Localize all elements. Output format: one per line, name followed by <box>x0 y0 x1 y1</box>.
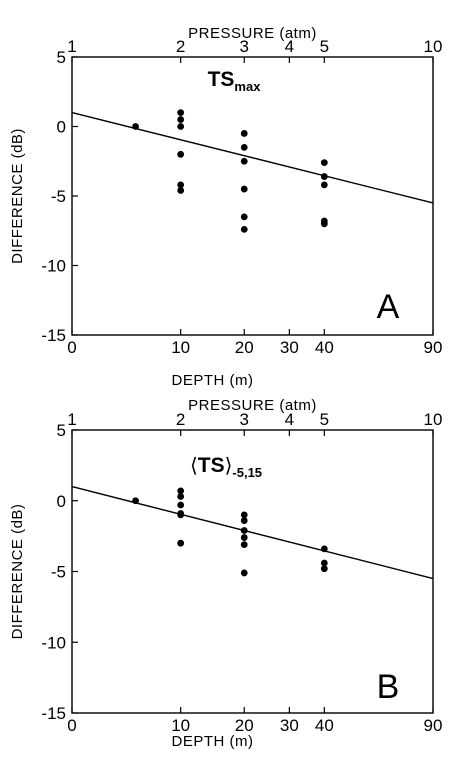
data-point <box>240 511 248 519</box>
pressure-tick-label: 5 <box>320 410 329 429</box>
pressure-tick-label: 2 <box>176 410 185 429</box>
panel-label: B <box>377 668 400 706</box>
data-point <box>132 497 139 505</box>
data-point <box>177 487 185 495</box>
y-tick-label: -5 <box>51 563 66 582</box>
pressure-tick-label: 4 <box>285 37 294 56</box>
depth-tick-label: 40 <box>315 338 334 357</box>
data-point <box>240 130 248 137</box>
depth-tick-label: 90 <box>424 338 443 357</box>
pressure-tick-label: 1 <box>67 410 76 429</box>
depth-axis-title: DEPTH (m) <box>172 733 254 750</box>
data-point <box>177 187 185 194</box>
data-point <box>320 565 328 573</box>
fit-line <box>71 111 434 204</box>
data-point <box>320 220 328 228</box>
difference-axis-title: DIFFERENCE (dB) <box>9 504 26 640</box>
y-tick-label: -15 <box>41 326 66 345</box>
depth-axis-title: DEPTH (m) <box>172 372 254 389</box>
depth-tick-label: 10 <box>171 338 190 357</box>
depth-tick-label: 90 <box>424 716 443 735</box>
depth-tick-label: 30 <box>280 338 299 357</box>
data-point <box>320 159 328 167</box>
data-point <box>177 109 185 116</box>
data-point <box>177 150 185 158</box>
depth-tick-label: 10 <box>171 716 190 735</box>
data-point <box>240 225 248 233</box>
chart-panel-A: 1 2 3 4 5 10 0 10 20 30 40 90 5 0 -5 -10 -15 PRESSURE (at… <box>9 25 442 389</box>
series-annotation: ⟨TS⟩-5,15 <box>190 454 262 480</box>
y-tick-label: 5 <box>57 421 66 440</box>
chart-panel-B: 1 2 3 4 5 10 0 10 20 30 40 90 5 0 -5 -10 -15 PRESSURE (at… <box>9 397 442 750</box>
y-tick-label: 0 <box>57 118 66 137</box>
data-point <box>320 173 328 180</box>
panel-label: A <box>377 288 400 326</box>
data-point <box>240 143 248 151</box>
y-tick-label: -15 <box>41 704 66 723</box>
data-point <box>177 116 185 123</box>
pressure-tick-label: 4 <box>285 410 294 429</box>
pressure-tick-label: 5 <box>320 37 329 56</box>
depth-tick-label: 20 <box>235 338 254 357</box>
depth-tick-label: 0 <box>67 338 76 357</box>
depth-tick-label: 0 <box>67 716 76 735</box>
data-point <box>320 545 328 553</box>
pressure-axis-title: PRESSURE (atm) <box>188 25 317 42</box>
depth-tick-label: 20 <box>235 716 254 735</box>
data-point <box>240 534 248 541</box>
data-point <box>240 213 248 221</box>
pressure-tick-label: 10 <box>424 37 443 56</box>
data-point <box>240 527 248 534</box>
data-point <box>240 541 248 549</box>
depth-tick-label: 40 <box>315 716 334 735</box>
fit-line <box>71 485 434 580</box>
data-point <box>177 539 185 547</box>
pressure-tick-label: 3 <box>240 410 249 429</box>
y-tick-label: -10 <box>41 257 66 276</box>
y-tick-label: -10 <box>41 633 66 652</box>
data-point <box>132 123 139 130</box>
data-point <box>177 181 185 189</box>
pressure-tick-label: 2 <box>176 37 185 56</box>
y-tick-label: -5 <box>51 187 66 206</box>
pressure-axis-title: PRESSURE (atm) <box>188 397 317 414</box>
series-annotation: TSmax <box>208 68 262 94</box>
pressure-tick-label: 10 <box>424 410 443 429</box>
data-point <box>177 123 185 130</box>
data-point <box>320 181 328 189</box>
data-point <box>240 569 248 577</box>
data-point <box>240 517 248 524</box>
difference-axis-title: DIFFERENCE (dB) <box>9 128 26 264</box>
data-point <box>177 501 185 509</box>
y-tick-label: 5 <box>57 48 66 67</box>
data-point <box>240 185 248 193</box>
data-point <box>177 511 185 519</box>
data-point <box>177 493 185 500</box>
pressure-tick-label: 1 <box>67 37 76 56</box>
pressure-tick-label: 3 <box>240 37 249 56</box>
data-point <box>320 559 328 567</box>
depth-tick-label: 30 <box>280 716 299 735</box>
y-tick-label: 0 <box>57 492 66 511</box>
data-point <box>240 157 248 165</box>
